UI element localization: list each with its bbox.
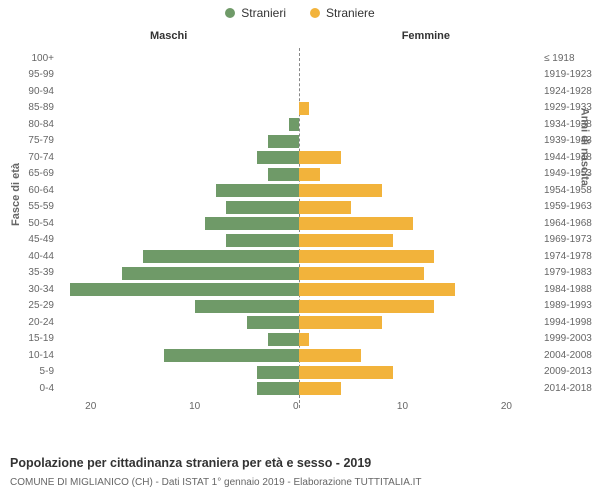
bar-male	[257, 151, 299, 164]
bar-female	[299, 184, 382, 197]
year-label: 1939-1943	[544, 135, 600, 146]
bar-female	[299, 250, 434, 263]
age-label: 5-9	[8, 366, 54, 377]
column-header-female: Femmine	[402, 30, 450, 42]
year-label: 2004-2008	[544, 350, 600, 361]
age-label: 45-49	[8, 234, 54, 245]
age-label: 90-94	[8, 86, 54, 97]
year-label: 2014-2018	[544, 383, 600, 394]
x-tick-label-right: 10	[397, 401, 408, 412]
age-label: 65-69	[8, 168, 54, 179]
bar-female	[299, 333, 309, 346]
x-tick-label-left: 20	[85, 401, 96, 412]
bar-male	[289, 118, 299, 131]
age-label: 95-99	[8, 69, 54, 80]
bar-male	[268, 333, 299, 346]
x-tick-label-left: 0	[293, 401, 299, 412]
year-label: 1924-1928	[544, 86, 600, 97]
bar-male	[268, 168, 299, 181]
bar-male	[226, 201, 299, 214]
age-label: 0-4	[8, 383, 54, 394]
year-label: 1984-1988	[544, 284, 600, 295]
year-label: ≤ 1918	[544, 53, 600, 64]
age-label: 40-44	[8, 251, 54, 262]
age-label: 85-89	[8, 102, 54, 113]
age-label: 25-29	[8, 300, 54, 311]
bar-male	[216, 184, 299, 197]
age-label: 10-14	[8, 350, 54, 361]
plot-area: 100+≤ 191895-991919-192390-941924-192885…	[60, 48, 538, 408]
year-label: 1959-1963	[544, 201, 600, 212]
year-label: 1949-1953	[544, 168, 600, 179]
age-label: 30-34	[8, 284, 54, 295]
bar-female	[299, 300, 434, 313]
bar-female	[299, 382, 341, 395]
age-label: 15-19	[8, 333, 54, 344]
year-label: 1964-1968	[544, 218, 600, 229]
year-label: 1919-1923	[544, 69, 600, 80]
age-label: 75-79	[8, 135, 54, 146]
chart-container: Maschi Femmine Fasce di età Anni di nasc…	[0, 26, 600, 436]
year-label: 1944-1948	[544, 152, 600, 163]
bar-male	[257, 382, 299, 395]
year-label: 1934-1938	[544, 119, 600, 130]
x-tick-label-right: 20	[501, 401, 512, 412]
age-label: 35-39	[8, 267, 54, 278]
bar-male	[70, 283, 299, 296]
bar-male	[257, 366, 299, 379]
age-label: 80-84	[8, 119, 54, 130]
year-label: 1974-1978	[544, 251, 600, 262]
year-label: 2009-2013	[544, 366, 600, 377]
bar-male	[122, 267, 299, 280]
legend-item-female: Straniere	[310, 6, 375, 20]
age-label: 60-64	[8, 185, 54, 196]
year-label: 1969-1973	[544, 234, 600, 245]
age-label: 55-59	[8, 201, 54, 212]
bar-male	[226, 234, 299, 247]
year-label: 1954-1958	[544, 185, 600, 196]
year-label: 1979-1983	[544, 267, 600, 278]
legend-swatch-male	[225, 8, 235, 18]
bar-female	[299, 234, 393, 247]
bar-female	[299, 102, 309, 115]
bar-female	[299, 349, 361, 362]
age-label: 70-74	[8, 152, 54, 163]
year-label: 1999-2003	[544, 333, 600, 344]
year-label: 1989-1993	[544, 300, 600, 311]
bar-male	[247, 316, 299, 329]
footer-title: Popolazione per cittadinanza straniera p…	[10, 456, 371, 470]
bar-female	[299, 151, 341, 164]
legend-swatch-female	[310, 8, 320, 18]
bar-female	[299, 316, 382, 329]
bar-male	[268, 135, 299, 148]
bar-male	[143, 250, 299, 263]
x-tick-label-left: 10	[189, 401, 200, 412]
bar-female	[299, 267, 424, 280]
bar-female	[299, 217, 413, 230]
bar-female	[299, 168, 320, 181]
bar-male	[164, 349, 299, 362]
year-label: 1929-1933	[544, 102, 600, 113]
bar-female	[299, 366, 393, 379]
legend-item-male: Stranieri	[225, 6, 286, 20]
bar-female	[299, 283, 455, 296]
legend-label-male: Stranieri	[241, 6, 286, 20]
age-label: 100+	[8, 53, 54, 64]
year-label: 1994-1998	[544, 317, 600, 328]
legend-label-female: Straniere	[326, 6, 375, 20]
age-label: 20-24	[8, 317, 54, 328]
bar-female	[299, 201, 351, 214]
legend: Stranieri Straniere	[0, 0, 600, 20]
column-header-male: Maschi	[150, 30, 187, 42]
footer-subtitle: COMUNE DI MIGLIANICO (CH) - Dati ISTAT 1…	[10, 477, 422, 488]
age-label: 50-54	[8, 218, 54, 229]
bar-male	[205, 217, 299, 230]
bar-male	[195, 300, 299, 313]
